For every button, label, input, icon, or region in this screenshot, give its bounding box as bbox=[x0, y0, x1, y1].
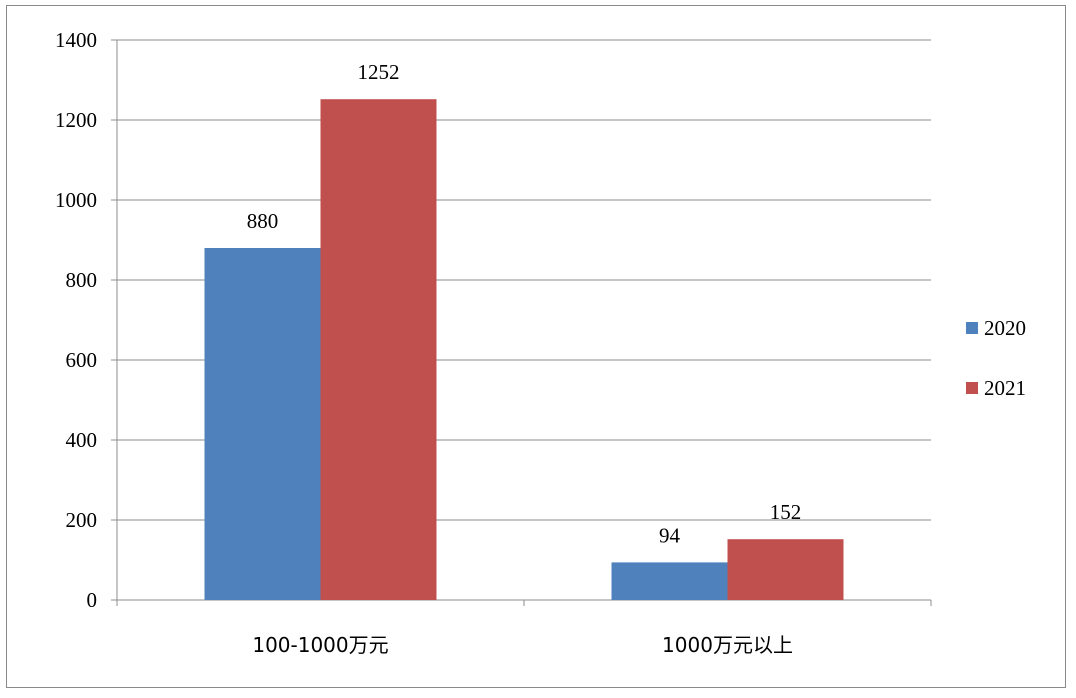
legend-swatch bbox=[966, 322, 978, 334]
y-tick-label: 1000 bbox=[55, 188, 97, 212]
bars bbox=[204, 99, 844, 600]
data-label: 94 bbox=[659, 523, 681, 547]
data-labels: 880 1252 94 152 bbox=[247, 60, 802, 547]
legend: 2020 2021 bbox=[966, 316, 1026, 400]
data-label: 1252 bbox=[358, 60, 400, 84]
chart-frame bbox=[6, 5, 1066, 688]
legend-label: 2020 bbox=[984, 316, 1026, 340]
x-category-label: 100-1000万元 bbox=[252, 633, 388, 657]
y-tick-label: 200 bbox=[66, 508, 98, 532]
data-label: 880 bbox=[247, 209, 279, 233]
bar bbox=[611, 562, 728, 600]
legend-label: 2021 bbox=[984, 376, 1026, 400]
data-label: 152 bbox=[770, 500, 802, 524]
y-tick-label: 400 bbox=[66, 428, 98, 452]
bar bbox=[727, 539, 844, 600]
y-tick-label: 1200 bbox=[55, 108, 97, 132]
y-tick-label: 600 bbox=[66, 348, 98, 372]
bar bbox=[204, 248, 321, 600]
y-axis: 0 200 400 600 800 1000 1200 1400 bbox=[55, 28, 118, 612]
x-axis: 100-1000万元 1000万元以上 bbox=[116, 599, 932, 657]
y-tick-label: 0 bbox=[87, 588, 98, 612]
y-tick-label: 800 bbox=[66, 268, 98, 292]
y-tick-label: 1400 bbox=[55, 28, 97, 52]
bar bbox=[320, 99, 437, 600]
x-category-label: 1000万元以上 bbox=[662, 633, 793, 657]
legend-swatch bbox=[966, 382, 978, 394]
